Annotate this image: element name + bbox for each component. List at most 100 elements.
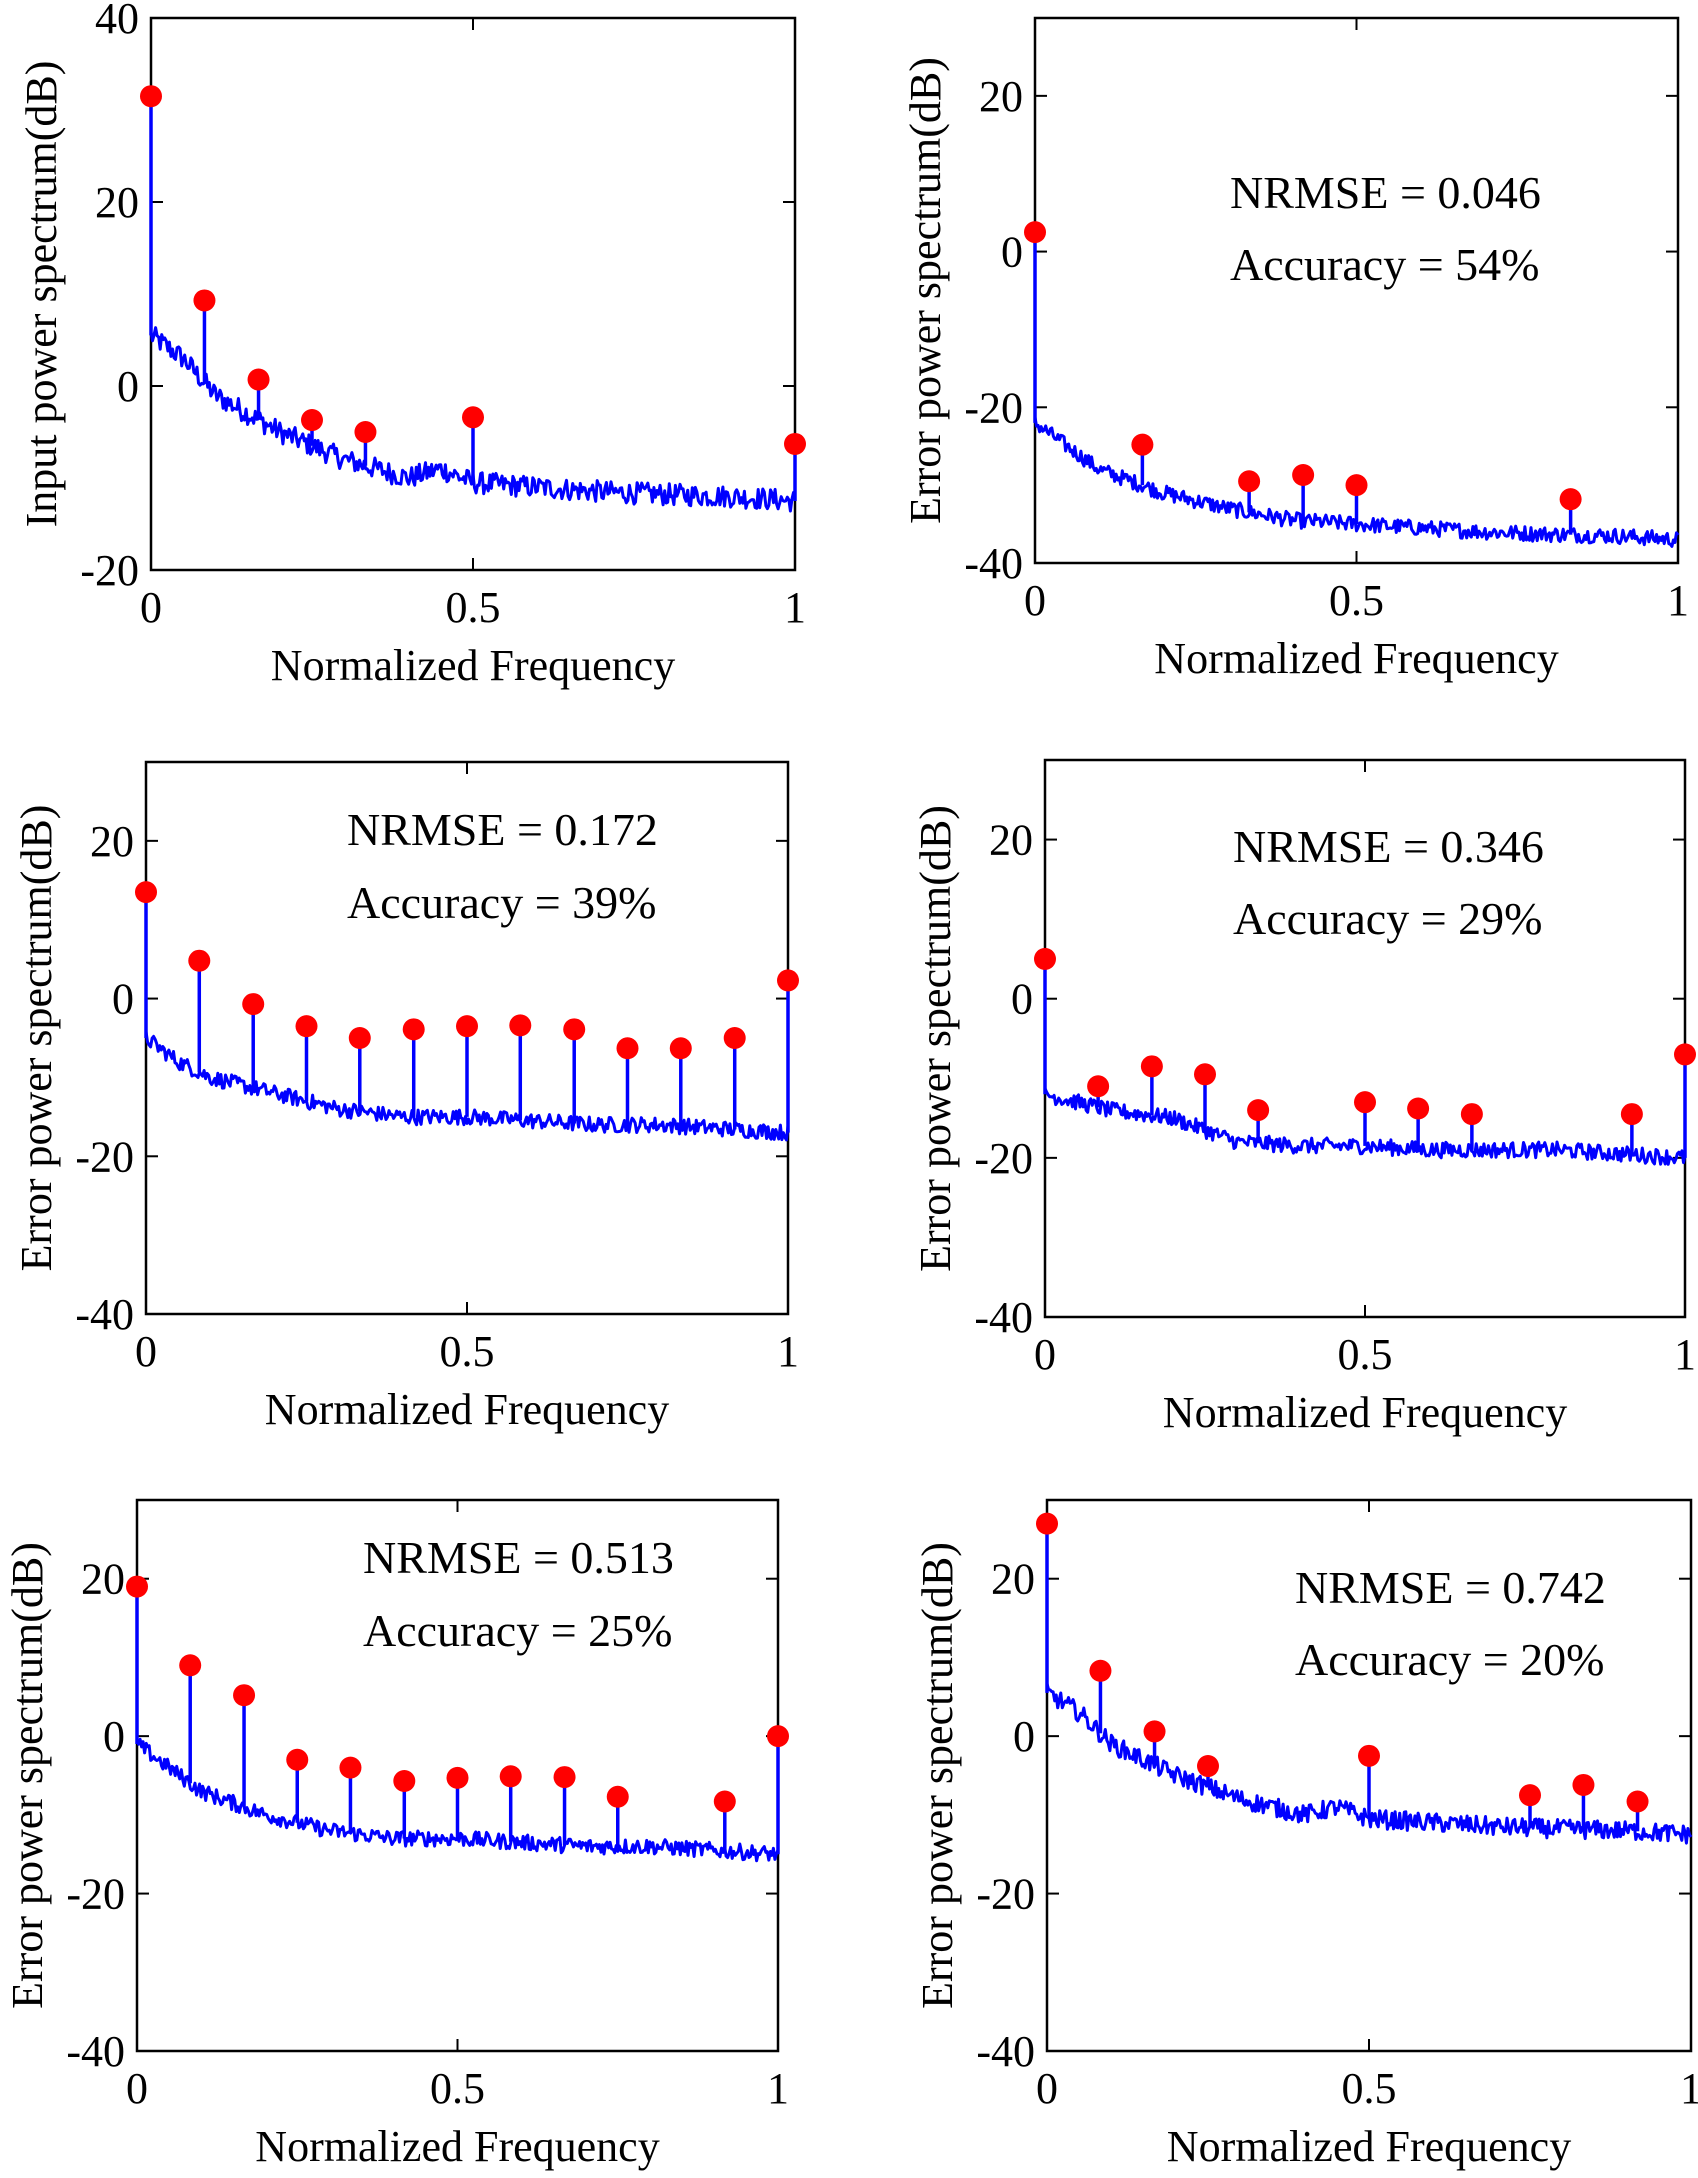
y-tick-label: -20 [75, 1132, 134, 1181]
harmonic-peak-marker [1407, 1097, 1430, 1120]
harmonic-peak-marker [1572, 1773, 1595, 1796]
y-tick-label: 20 [991, 1555, 1035, 1604]
harmonic-peak-marker [553, 1766, 576, 1789]
x-axis-label: Normalized Frequency [255, 2122, 659, 2171]
y-tick-label: -20 [66, 1870, 125, 1919]
harmonic-peak-marker [456, 1015, 478, 1038]
x-tick-label: 0.5 [446, 583, 501, 632]
harmonic-peak-marker [1358, 1744, 1380, 1767]
y-tick-label: 20 [95, 178, 139, 227]
x-tick-label: 1 [1667, 576, 1689, 625]
harmonic-peak-marker [402, 1018, 425, 1041]
x-tick-label: 0 [1034, 1330, 1056, 1379]
harmonic-peak-marker [1036, 1512, 1058, 1535]
harmonic-peak-marker [606, 1785, 629, 1808]
nrmse-annotation: NRMSE = 0.346 [1233, 821, 1544, 872]
harmonic-peak-marker [179, 1654, 202, 1677]
harmonic-peak-marker [286, 1748, 309, 1771]
x-tick-label: 1 [777, 1327, 799, 1376]
x-axis-label: Normalized Frequency [1163, 1388, 1567, 1437]
y-axis-label: Error power spectrum(dB) [913, 1542, 962, 2009]
x-axis-label: Normalized Frequency [265, 1385, 669, 1434]
harmonic-peak-marker [1345, 474, 1368, 497]
harmonic-peak-marker [188, 949, 211, 972]
chart-panel-3: 0 0.5 1 -40 -20 0 20 Normalized Frequency Error … [12, 760, 799, 1434]
y-axis-label: Error power spectrum(dB) [12, 805, 61, 1272]
y-tick-label: 0 [117, 362, 139, 411]
chart-panel-4: 0 0.5 1 -40 -20 0 20 Normalized Frequency Error … [911, 758, 1696, 1437]
harmonic-peak-marker [1247, 1099, 1270, 1122]
chart-panel-2: 0 0.5 1 -40 -20 0 20 Normalized Frequency Error … [901, 16, 1689, 683]
harmonic-peak-marker [247, 368, 270, 391]
accuracy-annotation: Accuracy = 20% [1295, 1634, 1604, 1685]
x-tick-label: 0 [1024, 576, 1046, 625]
harmonic-peak-marker [1626, 1790, 1649, 1813]
harmonic-peak-marker [242, 993, 265, 1016]
y-axis-label: Input power spectrum(dB) [17, 61, 66, 528]
x-tick-label: 1 [784, 583, 806, 632]
harmonic-peak-marker [1460, 1103, 1483, 1126]
y-tick-label: 20 [90, 817, 134, 866]
x-tick-label: 1 [767, 2064, 789, 2113]
harmonic-peak-marker [233, 1684, 256, 1707]
y-tick-label: 0 [1001, 228, 1023, 277]
y-tick-label: 0 [1011, 975, 1033, 1024]
harmonic-peak-marker [723, 1027, 746, 1049]
harmonic-peak-marker [616, 1037, 639, 1060]
y-tick-label: -20 [976, 1870, 1035, 1919]
x-tick-label: 0 [135, 1327, 157, 1376]
x-tick-label: 0.5 [440, 1327, 495, 1376]
harmonic-peak-marker [1087, 1075, 1110, 1098]
harmonic-peak-marker [126, 1575, 148, 1598]
harmonic-peak-marker [509, 1014, 532, 1037]
x-tick-label: 0.5 [1329, 576, 1384, 625]
harmonic-peak-marker [1140, 1055, 1163, 1078]
harmonic-peak-marker [339, 1756, 362, 1779]
nrmse-annotation: NRMSE = 0.513 [363, 1532, 674, 1583]
harmonic-peak-marker [1034, 947, 1056, 970]
harmonic-peak-marker [1131, 433, 1154, 456]
x-tick-label: 0 [1036, 2064, 1058, 2113]
accuracy-annotation: Accuracy = 25% [363, 1605, 672, 1656]
harmonic-peak-marker [348, 1027, 371, 1049]
nrmse-annotation: NRMSE = 0.172 [347, 804, 658, 855]
harmonic-peak-marker [777, 969, 799, 992]
harmonic-peak-marker [767, 1725, 789, 1748]
y-tick-label: 0 [1013, 1712, 1035, 1761]
harmonic-peak-marker [1238, 470, 1261, 493]
harmonic-peak-marker [1674, 1043, 1696, 1066]
harmonic-peak-marker [563, 1018, 586, 1041]
harmonic-peak-marker [1559, 488, 1582, 511]
x-tick-label: 1 [1674, 1330, 1696, 1379]
harmonic-peak-marker [1354, 1091, 1376, 1114]
harmonic-peak-marker [669, 1037, 692, 1060]
y-tick-label: 0 [112, 975, 134, 1024]
y-tick-label: -40 [66, 2027, 125, 2076]
y-tick-label: -20 [974, 1134, 1033, 1183]
y-tick-label: 0 [103, 1712, 125, 1761]
y-axis-label: Error power spectrum(dB) [901, 57, 950, 524]
y-tick-label: 40 [95, 0, 139, 43]
x-tick-label: 0.5 [1342, 2064, 1397, 2113]
y-tick-label: -20 [964, 383, 1023, 432]
harmonic-peak-marker [1292, 464, 1315, 487]
y-axis-label: Error power spectrum(dB) [3, 1542, 52, 2009]
harmonic-peak-marker [193, 289, 216, 312]
harmonic-peak-marker [1620, 1103, 1643, 1126]
accuracy-annotation: Accuracy = 29% [1233, 893, 1542, 944]
y-tick-label: 20 [979, 72, 1023, 121]
x-tick-label: 0 [126, 2064, 148, 2113]
harmonic-peak-marker [1519, 1784, 1541, 1807]
harmonic-peak-marker [301, 409, 323, 432]
y-tick-label: -40 [976, 2027, 1035, 2076]
y-tick-label: -40 [75, 1290, 134, 1339]
nrmse-annotation: NRMSE = 0.742 [1295, 1562, 1606, 1613]
y-tick-label: -40 [974, 1293, 1033, 1342]
harmonic-peak-marker [140, 85, 162, 108]
harmonic-peak-marker [1024, 221, 1046, 244]
x-axis-label: Normalized Frequency [1154, 634, 1558, 683]
x-axis-label: Normalized Frequency [271, 641, 675, 690]
harmonic-peak-marker [393, 1770, 416, 1793]
